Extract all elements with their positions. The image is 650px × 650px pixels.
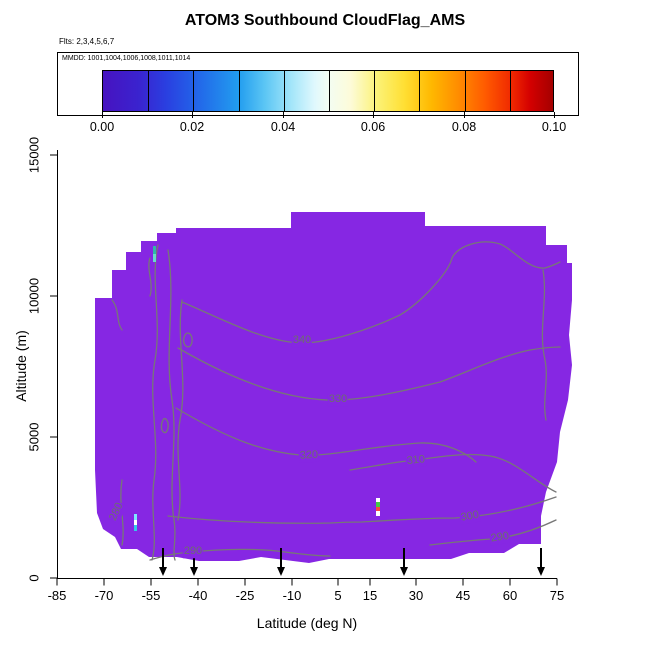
colorbar-step-line [284, 71, 285, 111]
x-tick-label: -25 [235, 588, 255, 603]
x-tick-label: 30 [408, 588, 424, 603]
flights-annotation: Flts: 2,3,4,5,6,7 [59, 37, 115, 46]
contour-label-320: 320 [298, 448, 320, 463]
colorbar-step-line [374, 71, 375, 111]
colorbar-step-line [148, 71, 149, 111]
colorbar-tick-label: 0.06 [360, 120, 386, 134]
y-axis-title: Altitude (m) [13, 330, 29, 402]
x-tick-label: -10 [282, 588, 302, 603]
x-tick-label: -40 [188, 588, 208, 603]
nonzero-value-marks [134, 246, 380, 531]
mmdd-annotation: MMDD: 1001,1004,1006,1008,1011,1014 [62, 55, 191, 62]
y-tick-label: 0 [26, 574, 42, 582]
colorbar-tick-label: 0.00 [89, 120, 115, 134]
contour-label-330: 330 [327, 393, 349, 406]
contour-lines [111, 241, 561, 561]
contour-label-290-left: 290 [182, 545, 204, 558]
colorbar-step-line [239, 71, 240, 111]
x-tick-label: 75 [549, 588, 565, 603]
x-tick-label: -85 [47, 588, 67, 603]
colorbar-box [57, 52, 579, 116]
colorbar-step-line [329, 71, 330, 111]
colorbar-tick [554, 112, 555, 118]
colorbar-step-line [419, 71, 420, 111]
x-tick-label: 45 [455, 588, 471, 603]
contour-label-310: 310 [405, 453, 427, 468]
field-fill-region [95, 212, 572, 563]
colorbar-tick-label: 0.10 [541, 120, 567, 134]
y-tick-label: 5000 [26, 422, 42, 452]
x-tick-label: -55 [141, 588, 161, 603]
colorbar-tick [102, 112, 103, 118]
y-tick-label: 15000 [26, 136, 42, 174]
colorbar-tick [192, 112, 193, 118]
axes [50, 150, 558, 586]
colorbar-tick [373, 112, 374, 118]
y-tick-label: 10000 [26, 277, 42, 315]
colorbar-tick-label: 0.04 [270, 120, 296, 134]
x-tick-label: 5 [334, 588, 342, 603]
chart-title: ATOM3 Southbound CloudFlag_AMS [184, 12, 466, 29]
x-axis-title: Latitude (deg N) [256, 615, 358, 631]
contour-label-340: 340 [291, 334, 313, 347]
colorbar-tick [283, 112, 284, 118]
colorbar-tick [464, 112, 465, 118]
x-tick-label: -70 [94, 588, 114, 603]
colorbar-tick-label: 0.08 [451, 120, 477, 134]
x-tick-label: 60 [502, 588, 518, 603]
colorbar-step-line [193, 71, 194, 111]
colorbar-tick-label: 0.02 [179, 120, 205, 134]
colorbar-step-line [510, 71, 511, 111]
x-tick-label: 15 [362, 588, 378, 603]
colorbar-gradient [102, 70, 554, 112]
colorbar-step-line [465, 71, 466, 111]
